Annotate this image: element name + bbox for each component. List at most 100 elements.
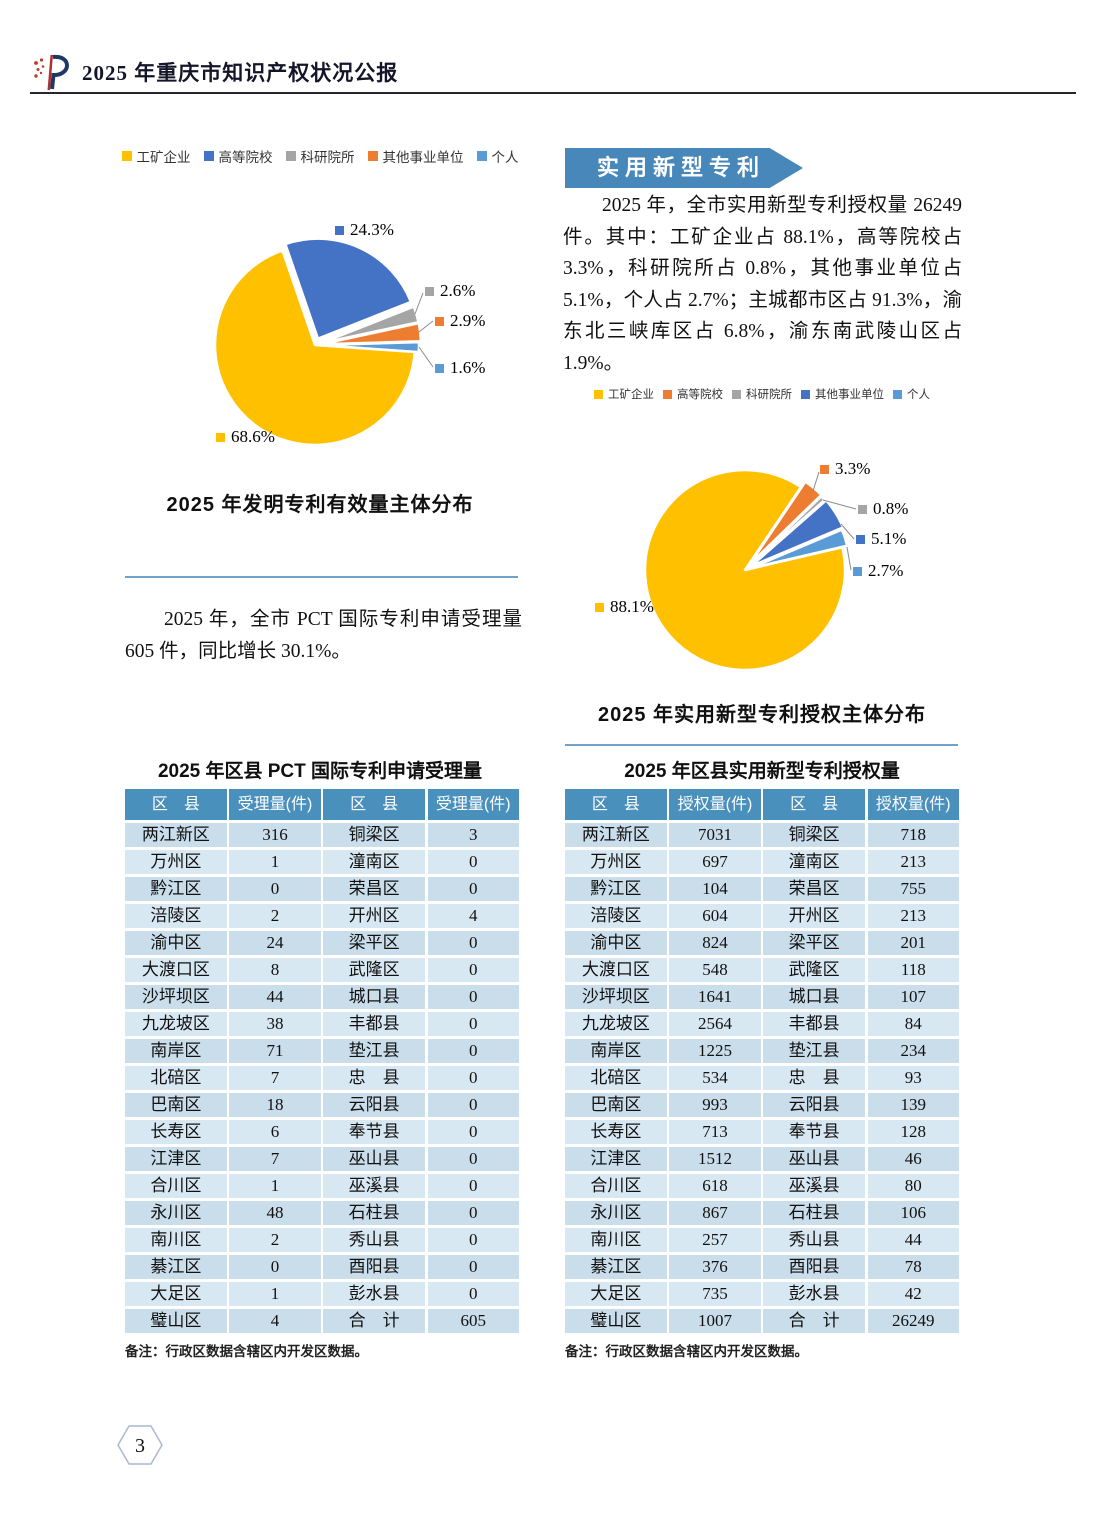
table-cell: 1 xyxy=(229,849,321,874)
table-cell: 755 xyxy=(867,876,959,901)
utility-pie-legend: 工矿企业 高等院校 科研院所 其他事业单位 个人 xyxy=(560,386,964,402)
table-cell: 0 xyxy=(427,1254,519,1279)
table-cell: 大渡口区 xyxy=(565,957,667,982)
table-cell: 713 xyxy=(669,1119,761,1144)
label-swatch-icon xyxy=(853,566,862,576)
table-cell: 0 xyxy=(427,1011,519,1036)
legend-item: 高等院校 xyxy=(203,146,273,166)
table-cell: 0 xyxy=(427,1200,519,1225)
right-column-divider xyxy=(565,744,958,746)
table-cell: 渝中区 xyxy=(565,930,667,955)
pie-slice xyxy=(748,528,849,570)
legend-swatch-icon xyxy=(594,389,603,399)
table-cell: 2 xyxy=(229,903,321,928)
table-cell: 南川区 xyxy=(125,1227,227,1252)
table-cell: 44 xyxy=(229,984,321,1009)
legend-label: 高等院校 xyxy=(677,389,723,401)
table-cell: 824 xyxy=(669,930,761,955)
pie-data-label: 68.6% xyxy=(216,427,275,447)
table-cell: 2 xyxy=(229,1227,321,1252)
label-text: 1.6% xyxy=(450,358,486,377)
table-cell: 80 xyxy=(867,1173,959,1198)
pie-data-label: 88.1% xyxy=(595,597,654,617)
pie-data-label: 24.3% xyxy=(335,220,394,240)
invention-pie-chart: 24.3% 2.6% 2.9% 1.6% 68.6% xyxy=(120,180,530,490)
table-cell: 云阳县 xyxy=(763,1092,866,1117)
table-cell: 106 xyxy=(867,1200,959,1225)
table-cell: 4 xyxy=(229,1308,321,1333)
document-title: 2025 年重庆市知识产权状况公报 xyxy=(82,61,399,85)
table-cell: 0 xyxy=(427,1119,519,1144)
legend-item: 工矿企业 xyxy=(594,386,654,402)
utility-table-note: 备注：行政区数据含辖区内开发区数据。 xyxy=(565,1344,808,1359)
label-text: 88.1% xyxy=(610,597,654,616)
pie-slice xyxy=(319,321,423,346)
table-cell: 潼南区 xyxy=(763,849,866,874)
table-cell: 巫溪县 xyxy=(763,1173,866,1198)
table-cell: 1007 xyxy=(669,1308,761,1333)
table-cell: 北碚区 xyxy=(565,1065,667,1090)
pct-table-note: 备注：行政区数据含辖区内开发区数据。 xyxy=(125,1344,368,1359)
table-cell: 秀山县 xyxy=(323,1227,426,1252)
table-cell: 丰都县 xyxy=(763,1011,866,1036)
page-number-badge: 3 xyxy=(116,1424,164,1471)
label-leader-line xyxy=(418,320,434,333)
table-cell: 武隆区 xyxy=(323,957,426,982)
table-cell: 993 xyxy=(669,1092,761,1117)
hexagon-icon: 3 xyxy=(117,1425,163,1465)
table-cell: 永川区 xyxy=(125,1200,227,1225)
table-cell: 巫溪县 xyxy=(323,1173,426,1198)
utility-pie-chart: 3.3% 0.8% 5.1% 2.7% 88.1% xyxy=(550,405,960,715)
label-leader-line xyxy=(846,546,852,571)
table-cell: 南岸区 xyxy=(565,1038,667,1063)
invention-pie-legend: 工矿企业 高等院校 科研院所 其他事业单位 个人 xyxy=(118,146,522,166)
table-cell: 107 xyxy=(867,984,959,1009)
label-text: 68.6% xyxy=(231,427,275,446)
table-cell: 奉节县 xyxy=(763,1119,866,1144)
table-cell: 彭水县 xyxy=(323,1281,426,1306)
pie-svg xyxy=(643,468,857,672)
table-cell: 7 xyxy=(229,1065,321,1090)
legend-label: 其他事业单位 xyxy=(382,150,464,165)
table-cell: 6 xyxy=(229,1119,321,1144)
table-cell: 213 xyxy=(867,849,959,874)
table-cell: 71 xyxy=(229,1038,321,1063)
table-cell: 1 xyxy=(229,1281,321,1306)
table-cell: 42 xyxy=(867,1281,959,1306)
page-number: 3 xyxy=(135,1435,145,1457)
table-cell: 84 xyxy=(867,1011,959,1036)
table-header-cell: 区 县 xyxy=(565,789,667,820)
table-header-cell: 授权量(件) xyxy=(669,789,761,820)
table-cell: 534 xyxy=(669,1065,761,1090)
pie-slice xyxy=(284,237,413,340)
table-cell: 0 xyxy=(427,930,519,955)
table-cell: 璧山区 xyxy=(125,1308,227,1333)
table-cell: 4 xyxy=(427,903,519,928)
legend-swatch-icon xyxy=(285,151,296,161)
table-cell: 璧山区 xyxy=(565,1308,667,1333)
left-column-divider xyxy=(125,576,518,578)
legend-label: 个人 xyxy=(907,389,930,401)
table-cell: 黔江区 xyxy=(565,876,667,901)
table-cell: 黔江区 xyxy=(125,876,227,901)
label-leader-line xyxy=(840,523,855,540)
table-cell: 0 xyxy=(229,876,321,901)
legend-item: 其他事业单位 xyxy=(367,146,464,166)
table-cell: 26249 xyxy=(867,1308,959,1333)
label-swatch-icon xyxy=(858,504,867,514)
invention-chart-caption: 2025 年发明专利有效量主体分布 xyxy=(166,494,474,516)
table-cell: 大足区 xyxy=(565,1281,667,1306)
table-cell: 697 xyxy=(669,849,761,874)
label-swatch-icon xyxy=(335,225,344,235)
table-cell: 18 xyxy=(229,1092,321,1117)
table-cell: 巫山县 xyxy=(763,1146,866,1171)
label-swatch-icon xyxy=(435,363,444,373)
table-cell: 沙坪坝区 xyxy=(125,984,227,1009)
label-swatch-icon xyxy=(820,464,829,474)
pie-data-label: 5.1% xyxy=(856,529,906,549)
label-swatch-icon xyxy=(595,602,604,612)
table-cell: 巴南区 xyxy=(125,1092,227,1117)
report-logo-icon xyxy=(34,54,70,90)
legend-swatch-icon xyxy=(893,389,902,399)
